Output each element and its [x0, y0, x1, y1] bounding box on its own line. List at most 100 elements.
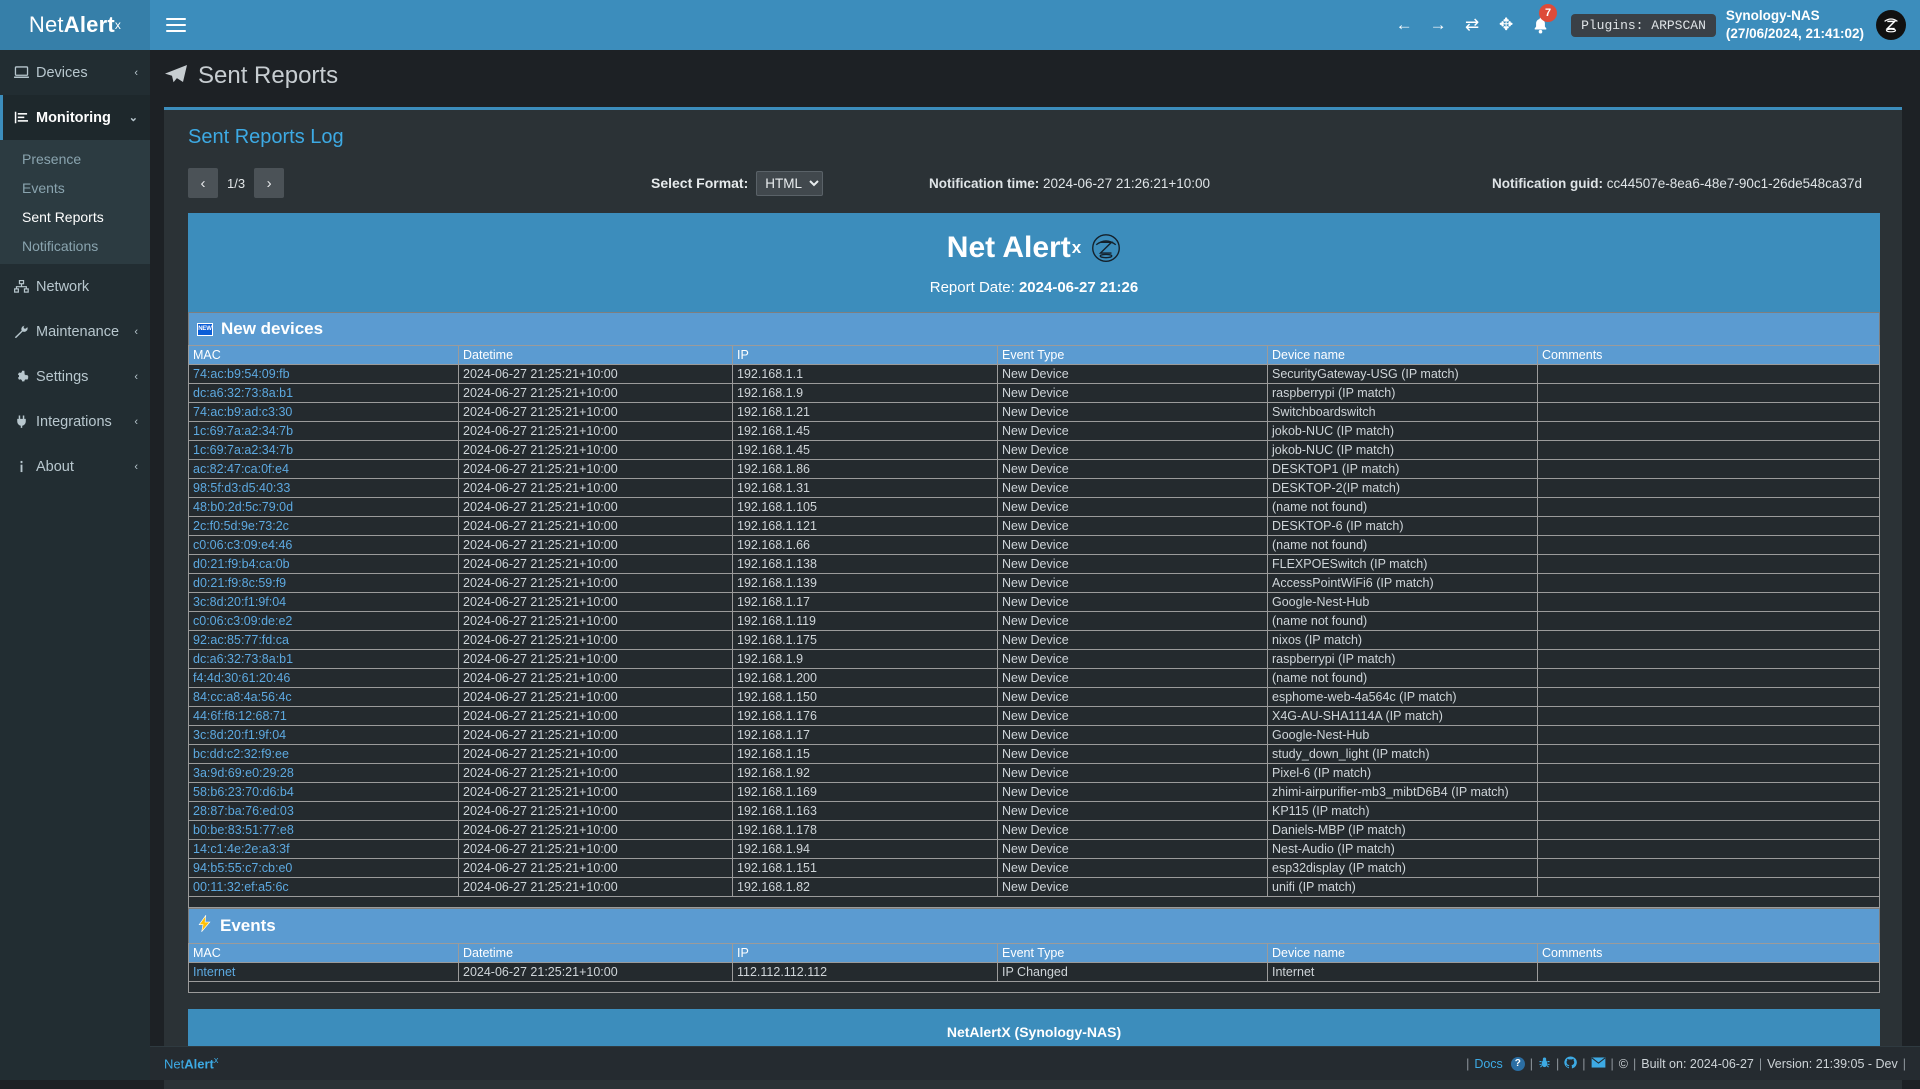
cell-device-name: DESKTOP-2(IP match): [1268, 479, 1538, 498]
page-title: Sent Reports: [198, 62, 338, 90]
cell-comments: [1538, 859, 1880, 878]
prev-page-button[interactable]: ‹: [188, 168, 218, 198]
sidebar-item-presence[interactable]: Presence: [0, 144, 150, 173]
cell-mac: dc:a6:32:73:8a:b1: [189, 650, 459, 669]
plugins-status-pill[interactable]: Plugins: ARPSCAN: [1571, 14, 1716, 37]
cell-device-name: (name not found): [1268, 612, 1538, 631]
cell-mac: b0:be:83:51:77:e8: [189, 821, 459, 840]
cell-datetime: 2024-06-27 21:25:21+10:00: [459, 745, 733, 764]
cell-mac: bc:dd:c2:32:f9:ee: [189, 745, 459, 764]
cell-ip: 192.168.1.169: [733, 783, 998, 802]
format-selector-group: Select Format: HTML: [651, 171, 823, 196]
mail-icon[interactable]: [1591, 1057, 1606, 1071]
topbar-actions: ← → ⇄ ✥ 7 Plugins: ARPSCAN Synology-NAS …: [1387, 0, 1920, 50]
wrench-icon: [14, 325, 36, 338]
sidebar-label-events: Events: [22, 180, 65, 196]
sidebar-label-network: Network: [36, 279, 138, 295]
cell-device-name: Google-Nest-Hub: [1268, 593, 1538, 612]
github-icon[interactable]: [1564, 1056, 1577, 1072]
separator: |: [1633, 1057, 1636, 1071]
footer-brand-sup: x: [214, 1055, 219, 1065]
cell-ip: 192.168.1.17: [733, 726, 998, 745]
logo-superscript: x: [115, 18, 121, 32]
cell-comments: [1538, 574, 1880, 593]
sidebar-item-about[interactable]: About ‹: [0, 444, 150, 489]
cell-datetime: 2024-06-27 21:25:21+10:00: [459, 517, 733, 536]
docs-help-icon[interactable]: ?: [1511, 1057, 1525, 1071]
gear-icon: [14, 370, 36, 384]
cell-device-name: DESKTOP1 (IP match): [1268, 460, 1538, 479]
notification-time-label: Notification time:: [929, 176, 1039, 191]
cell-datetime: 2024-06-27 21:25:21+10:00: [459, 365, 733, 384]
refresh-icon[interactable]: ⇄: [1455, 0, 1489, 50]
next-page-button[interactable]: ›: [254, 168, 284, 198]
cell-datetime: 2024-06-27 21:25:21+10:00: [459, 726, 733, 745]
column-header-event-type: Event Type: [998, 944, 1268, 963]
hamburger-icon: [166, 14, 186, 36]
cell-mac: d0:21:f9:8c:59:f9: [189, 574, 459, 593]
cell-comments: [1538, 403, 1880, 422]
cell-comments: [1538, 479, 1880, 498]
built-on-text: Built on: 2024-06-27: [1641, 1057, 1754, 1071]
report-brand-sup: x: [1072, 238, 1081, 258]
maintenance-chevron: ‹: [134, 326, 138, 338]
docs-link[interactable]: Docs: [1474, 1057, 1502, 1071]
sidebar-item-sent-reports[interactable]: Sent Reports: [0, 202, 150, 231]
cell-mac: 3c:8d:20:f1:9f:04: [189, 726, 459, 745]
sidebar-item-network[interactable]: Network: [0, 264, 150, 309]
sidebar-label-maintenance: Maintenance: [36, 324, 134, 340]
cell-ip: 192.168.1.163: [733, 802, 998, 821]
sidebar-item-integrations[interactable]: Integrations ‹: [0, 399, 150, 444]
back-icon[interactable]: ←: [1387, 0, 1421, 50]
notification-time-value: 2024-06-27 21:26:21+10:00: [1043, 176, 1210, 191]
cell-event-type: New Device: [998, 612, 1268, 631]
footer-brand-light: Net: [164, 1057, 184, 1072]
notification-guid: Notification guid: cc44507e-8ea6-48e7-90…: [1492, 176, 1862, 191]
forward-icon[interactable]: →: [1421, 0, 1455, 50]
sidebar-item-settings[interactable]: Settings ‹: [0, 354, 150, 399]
column-header-ip: IP: [733, 944, 998, 963]
cell-device-name: jokob-NUC (IP match): [1268, 422, 1538, 441]
cell-mac: 1c:69:7a:a2:34:7b: [189, 441, 459, 460]
cell-comments: [1538, 422, 1880, 441]
cell-datetime: 2024-06-27 21:25:21+10:00: [459, 688, 733, 707]
sidebar-toggle-button[interactable]: [150, 0, 202, 50]
cell-datetime: 2024-06-27 21:25:21+10:00: [459, 593, 733, 612]
sidebar-item-notifications[interactable]: Notifications: [0, 231, 150, 260]
cell-ip: 192.168.1.200: [733, 669, 998, 688]
network-icon: [14, 280, 36, 293]
cell-ip: 192.168.1.15: [733, 745, 998, 764]
avatar[interactable]: [1876, 10, 1906, 40]
panel-title: Sent Reports Log: [164, 110, 1902, 157]
cell-mac: 3a:9d:69:e0:29:28: [189, 764, 459, 783]
sidebar-item-devices[interactable]: Devices ‹: [0, 50, 150, 95]
cell-ip: 112.112.112.112: [733, 963, 998, 982]
sidebar-label-settings: Settings: [36, 369, 134, 385]
cell-event-type: IP Changed: [998, 963, 1268, 982]
cell-event-type: New Device: [998, 650, 1268, 669]
cell-comments: [1538, 593, 1880, 612]
cell-device-name: esphome-web-4a564c (IP match): [1268, 688, 1538, 707]
cell-mac: 2c:f0:5d:9e:73:2c: [189, 517, 459, 536]
sidebar-item-monitoring[interactable]: Monitoring ⌄: [0, 95, 150, 140]
notifications-bell-icon[interactable]: 7: [1523, 0, 1557, 50]
sidebar-item-maintenance[interactable]: Maintenance ‹: [0, 309, 150, 354]
sidebar-item-events[interactable]: Events: [0, 173, 150, 202]
cell-comments: [1538, 764, 1880, 783]
format-select[interactable]: HTML: [756, 171, 823, 196]
bug-icon[interactable]: [1538, 1056, 1551, 1072]
fullscreen-move-icon[interactable]: ✥: [1489, 0, 1523, 50]
cell-comments: [1538, 688, 1880, 707]
lightning-icon: [197, 915, 212, 937]
sidebar-label-notifications: Notifications: [22, 238, 98, 254]
cell-ip: 192.168.1.66: [733, 536, 998, 555]
cell-mac: 00:11:32:ef:a5:6c: [189, 878, 459, 897]
